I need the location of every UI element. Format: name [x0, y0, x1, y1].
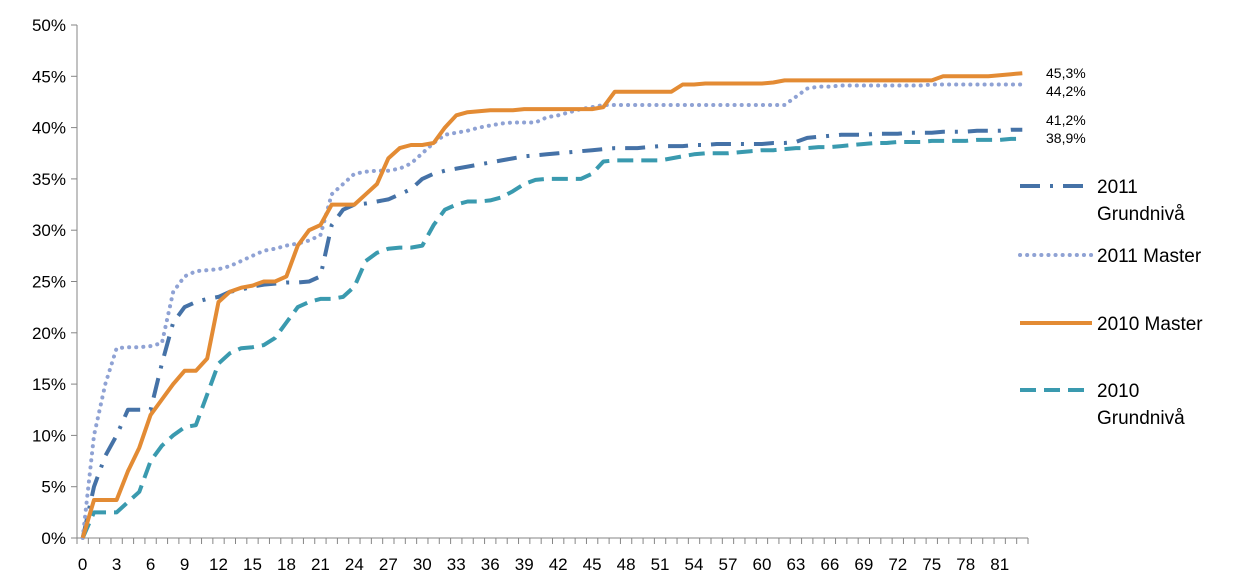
x-tick-label: 60 [752, 555, 771, 574]
series-line [80, 136, 1023, 539]
x-tick-label: 81 [990, 555, 1009, 574]
y-tick-label: 10% [32, 426, 66, 445]
x-tick-label: 57 [719, 555, 738, 574]
y-tick-label: 30% [32, 221, 66, 240]
legend-label: 2010 Master [1097, 314, 1203, 335]
legend-label: 2010 Grundnivå [1097, 381, 1185, 429]
y-tick-label: 45% [32, 67, 66, 86]
x-tick-label: 42 [549, 555, 568, 574]
series-line [80, 71, 1023, 539]
y-tick-label: 0% [41, 529, 66, 548]
x-tick-label: 45 [583, 555, 602, 574]
series-line [80, 82, 1025, 540]
end-value-label: 44,2% [1046, 83, 1086, 99]
y-tick-label: 50% [32, 16, 66, 35]
x-tick-label: 0 [78, 555, 87, 574]
x-tick-label: 54 [685, 555, 704, 574]
x-tick-label: 66 [820, 555, 839, 574]
x-tick-label: 9 [180, 555, 189, 574]
series-line [80, 127, 1023, 539]
x-tick-label: 6 [146, 555, 155, 574]
legend-label: 2011 Grundnivå [1097, 177, 1185, 225]
x-tick-label: 39 [515, 555, 534, 574]
x-tick-label: 15 [243, 555, 262, 574]
x-tick-label: 48 [617, 555, 636, 574]
y-tick-label: 15% [32, 375, 66, 394]
x-tick-label: 36 [481, 555, 500, 574]
y-tick-label: 40% [32, 119, 66, 138]
x-tick-label: 72 [888, 555, 907, 574]
legend: 2011 Grundnivå 2011 Master 2010 Master 2010 G… [1018, 177, 1203, 429]
y-tick-label: 5% [41, 478, 66, 497]
x-tick-label: 27 [379, 555, 398, 574]
y-tick-label: 20% [32, 324, 66, 343]
x-tick-label: 18 [277, 555, 296, 574]
end-value-labels: 45,3% 44,2% 41,2% 38,9% [1046, 65, 1086, 146]
x-tick-label: 30 [413, 555, 432, 574]
y-tick-label: 35% [32, 170, 66, 189]
chart-axes [76, 25, 1028, 539]
x-tick-label: 24 [345, 555, 364, 574]
x-tick-label: 78 [956, 555, 975, 574]
x-tick-label: 33 [447, 555, 466, 574]
x-tick-label: 69 [854, 555, 873, 574]
y-tick-label: 25% [32, 273, 66, 292]
x-tick-label: 21 [311, 555, 330, 574]
end-value-label: 41,2% [1046, 112, 1086, 128]
x-axis-ticks: 0 3 6 9 12 15 18 21 24 27 30 33 36 39 42 45 48 51 54 57 60 63… [76, 538, 1029, 574]
x-tick-label: 12 [209, 555, 228, 574]
end-value-label: 45,3% [1046, 65, 1086, 81]
end-value-label: 38,9% [1046, 130, 1086, 146]
legend-label: 2011 Master [1097, 246, 1202, 267]
x-tick-label: 75 [922, 555, 941, 574]
x-tick-label: 63 [786, 555, 805, 574]
y-axis-ticks: 0% 5% 10% 15% 20% 25% 30% 35% 40% 45% 50% [32, 16, 77, 548]
x-tick-label: 3 [112, 555, 121, 574]
x-tick-label: 51 [651, 555, 670, 574]
series-lines [80, 71, 1025, 540]
